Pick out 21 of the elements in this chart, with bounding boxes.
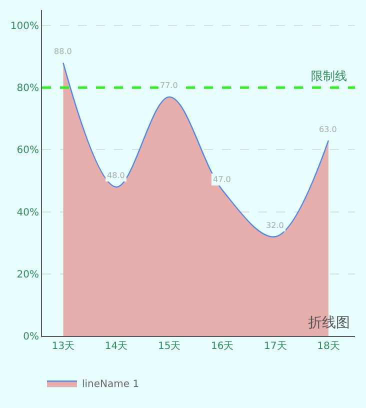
data-label: 47.0 [213, 175, 231, 184]
data-label: 48.0 [107, 171, 125, 180]
x-tick-label: 13天 [52, 341, 75, 352]
x-tick-label: 16天 [211, 341, 234, 352]
x-tick-label: 17天 [264, 341, 287, 352]
data-label: 32.0 [266, 221, 284, 230]
y-tick-label: 100% [10, 21, 39, 32]
annotation: 折线图 [308, 315, 350, 331]
y-tick-label: 40% [16, 207, 39, 218]
x-tick-label: 18天 [317, 341, 340, 352]
y-tick-label: 60% [16, 145, 39, 156]
y-tick-label: 20% [16, 269, 39, 280]
data-label: 77.0 [160, 81, 178, 90]
ref-line-label: 限制线 [311, 69, 347, 83]
y-tick-label: 0% [23, 332, 39, 342]
legend-label: lineName 1 [82, 379, 140, 390]
data-label: 88.0 [54, 47, 72, 56]
x-tick-label: 14天 [104, 341, 128, 352]
y-tick-label: 80% [16, 83, 39, 94]
data-label: 63.0 [319, 125, 337, 134]
x-tick-label: 15天 [158, 341, 181, 352]
